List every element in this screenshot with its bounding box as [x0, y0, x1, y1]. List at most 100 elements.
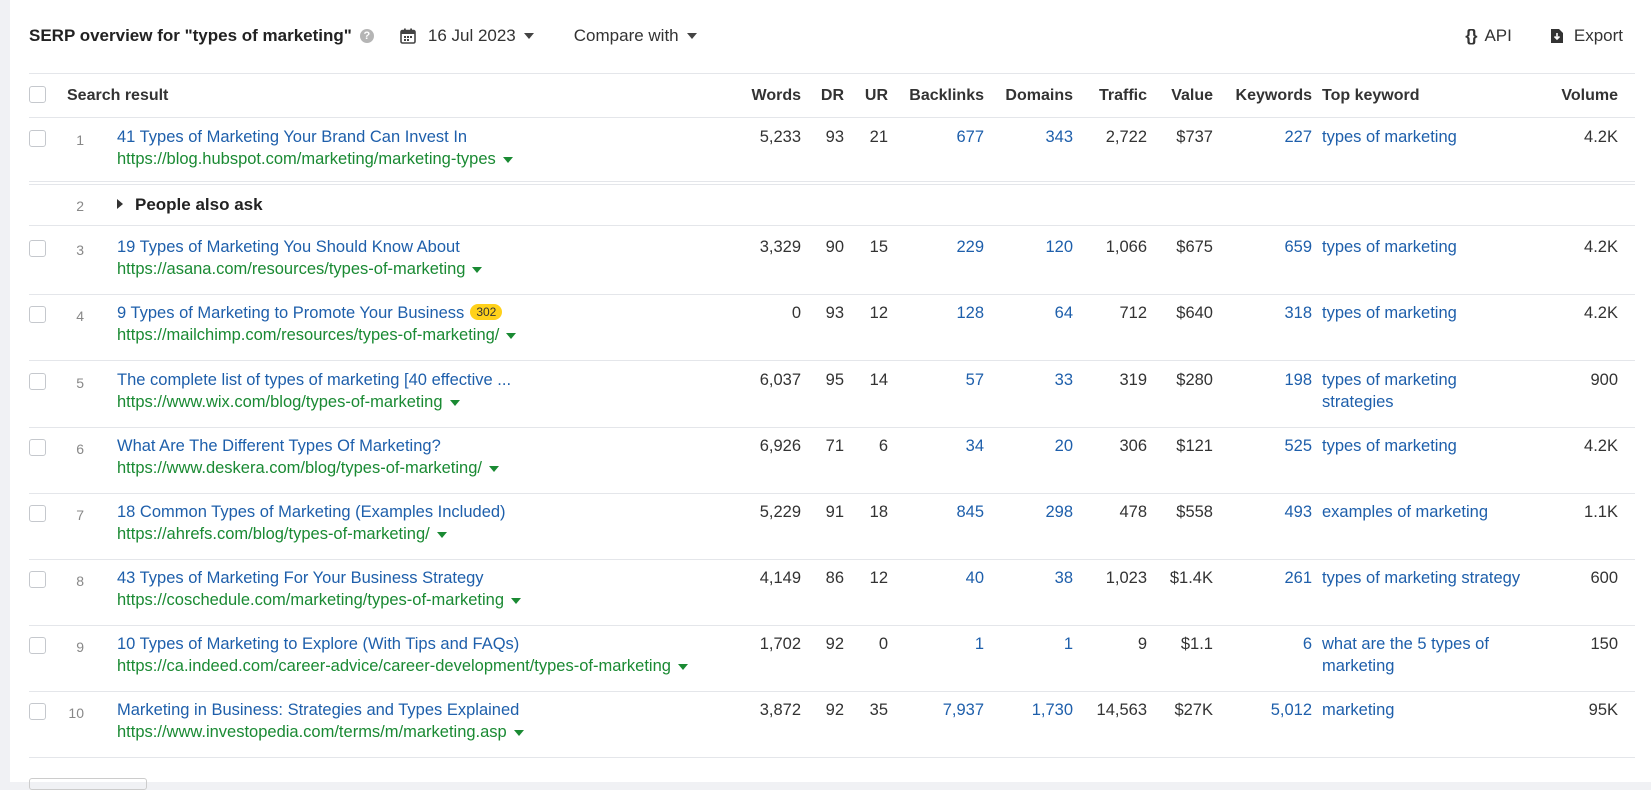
position-number: 5: [76, 375, 84, 391]
top-keyword-link[interactable]: examples of marketing: [1322, 503, 1488, 521]
result-url[interactable]: https://ahrefs.com/blog/types-of-marketi…: [117, 525, 447, 544]
cell-keywords[interactable]: 198: [1284, 371, 1312, 389]
result-url[interactable]: https://blog.hubspot.com/marketing/marke…: [117, 150, 513, 169]
result-title-link[interactable]: 10 Types of Marketing to Explore (With T…: [117, 635, 519, 654]
cell-dr: 86: [825, 569, 844, 587]
top-keyword-link[interactable]: what are the 5 types of: [1322, 635, 1489, 653]
pagination-control[interactable]: [29, 778, 147, 790]
cell-domains[interactable]: 33: [1054, 371, 1073, 389]
cell-backlinks[interactable]: 1: [974, 635, 984, 653]
compare-with-dropdown[interactable]: Compare with: [574, 26, 697, 46]
result-url[interactable]: https://coschedule.com/marketing/types-o…: [117, 591, 522, 610]
top-keyword-link[interactable]: types of marketing: [1322, 371, 1457, 389]
col-top-keyword[interactable]: Top keyword: [1322, 87, 1420, 104]
result-title-link[interactable]: The complete list of types of marketing …: [117, 371, 511, 390]
cell-backlinks[interactable]: 229: [956, 238, 984, 256]
cell-backlinks[interactable]: 677: [956, 128, 984, 146]
cell-keywords[interactable]: 227: [1284, 128, 1312, 146]
row-checkbox[interactable]: [29, 306, 46, 323]
row-checkbox[interactable]: [29, 373, 46, 390]
result-title: 18 Common Types of Marketing (Examples I…: [117, 503, 506, 521]
col-backlinks[interactable]: Backlinks: [909, 87, 984, 104]
api-button[interactable]: {} API: [1465, 26, 1512, 46]
cell-domains[interactable]: 1,730: [1031, 701, 1073, 719]
cell-backlinks[interactable]: 845: [956, 503, 984, 521]
row-checkbox[interactable]: [29, 571, 46, 588]
result-url[interactable]: https://asana.com/resources/types-of-mar…: [117, 260, 483, 279]
col-keywords[interactable]: Keywords: [1235, 87, 1312, 104]
col-words[interactable]: Words: [751, 87, 801, 104]
cell-domains[interactable]: 1: [1063, 635, 1073, 653]
row-checkbox[interactable]: [29, 439, 46, 456]
top-keyword-link[interactable]: types of marketing: [1322, 238, 1457, 256]
col-search-result[interactable]: Search result: [67, 87, 169, 104]
row-checkbox[interactable]: [29, 703, 46, 720]
result-url[interactable]: https://ca.indeed.com/career-advice/care…: [117, 657, 688, 676]
result-title-link[interactable]: What Are The Different Types Of Marketin…: [117, 437, 441, 456]
position-number: 1: [76, 132, 84, 148]
cell-domains[interactable]: 38: [1054, 569, 1073, 587]
result-title-link[interactable]: 9 Types of Marketing to Promote Your Bus…: [117, 304, 503, 323]
people-also-ask-toggle[interactable]: People also ask: [117, 195, 263, 215]
result-url[interactable]: https://mailchimp.com/resources/types-of…: [117, 326, 517, 345]
date-picker[interactable]: 16 Jul 2023: [400, 26, 534, 46]
row-checkbox[interactable]: [29, 637, 46, 654]
cell-keywords[interactable]: 5,012: [1270, 701, 1312, 719]
export-button[interactable]: Export: [1550, 26, 1623, 46]
cell-domains[interactable]: 298: [1045, 503, 1073, 521]
top-keyword-link-cont[interactable]: strategies: [1322, 393, 1394, 411]
row-checkbox[interactable]: [29, 505, 46, 522]
cell-keywords[interactable]: 6: [1302, 635, 1312, 653]
divider: [29, 117, 1635, 118]
cell-backlinks[interactable]: 128: [956, 304, 984, 322]
cell-words: 5,229: [759, 503, 801, 521]
col-traffic[interactable]: Traffic: [1098, 87, 1147, 104]
result-title-link[interactable]: 18 Common Types of Marketing (Examples I…: [117, 503, 506, 522]
result-title-link[interactable]: 43 Types of Marketing For Your Business …: [117, 569, 484, 588]
cell-keywords[interactable]: 493: [1284, 503, 1312, 521]
result-title-link[interactable]: 19 Types of Marketing You Should Know Ab…: [117, 238, 460, 257]
result-url[interactable]: https://www.wix.com/blog/types-of-market…: [117, 393, 460, 412]
top-keyword-link[interactable]: types of marketing: [1322, 128, 1457, 146]
cell-domains[interactable]: 20: [1054, 437, 1073, 455]
col-value[interactable]: Value: [1171, 87, 1213, 104]
cell-domains[interactable]: 343: [1045, 128, 1073, 146]
cell-backlinks[interactable]: 57: [965, 371, 984, 389]
col-ur[interactable]: UR: [864, 87, 888, 104]
cell-ur: 12: [869, 304, 888, 322]
cell-domains[interactable]: 64: [1054, 304, 1073, 322]
cell-value: $121: [1176, 437, 1213, 455]
cell-ur: 14: [869, 371, 888, 389]
cell-domains[interactable]: 120: [1045, 238, 1073, 256]
cell-keywords[interactable]: 318: [1284, 304, 1312, 322]
cell-backlinks[interactable]: 40: [965, 569, 984, 587]
row-checkbox[interactable]: [29, 130, 46, 147]
cell-value: $558: [1176, 503, 1213, 521]
result-url[interactable]: https://www.deskera.com/blog/types-of-ma…: [117, 459, 499, 478]
cell-backlinks[interactable]: 7,937: [942, 701, 984, 719]
cell-words: 3,329: [759, 238, 801, 256]
row-checkbox[interactable]: [29, 240, 46, 257]
cell-keywords[interactable]: 525: [1284, 437, 1312, 455]
top-keyword-link[interactable]: marketing: [1322, 701, 1395, 719]
col-volume[interactable]: Volume: [1561, 87, 1618, 104]
result-title-link[interactable]: 41 Types of Marketing Your Brand Can Inv…: [117, 128, 467, 147]
top-keyword-link[interactable]: types of marketing: [1322, 437, 1457, 455]
top-keyword-link[interactable]: types of marketing strategy: [1322, 569, 1521, 587]
col-domains[interactable]: Domains: [1005, 87, 1073, 104]
col-dr[interactable]: DR: [820, 87, 844, 104]
cell-keywords[interactable]: 659: [1284, 238, 1312, 256]
cell-value: $27K: [1174, 701, 1213, 719]
cell-keywords[interactable]: 261: [1284, 569, 1312, 587]
result-title-link[interactable]: Marketing in Business: Strategies and Ty…: [117, 701, 519, 720]
result-url[interactable]: https://www.investopedia.com/terms/m/mar…: [117, 723, 524, 742]
cell-backlinks[interactable]: 34: [965, 437, 984, 455]
cell-words: 5,233: [759, 128, 801, 146]
select-all-checkbox[interactable]: [29, 86, 46, 103]
cell-traffic: 2,722: [1105, 128, 1147, 146]
result-url-text: https://mailchimp.com/resources/types-of…: [117, 326, 500, 344]
top-keyword-link-cont[interactable]: marketing: [1322, 657, 1395, 675]
cell-ur: 6: [878, 437, 888, 455]
top-keyword-link[interactable]: types of marketing: [1322, 304, 1457, 322]
question-circle-icon[interactable]: ?: [359, 29, 374, 43]
